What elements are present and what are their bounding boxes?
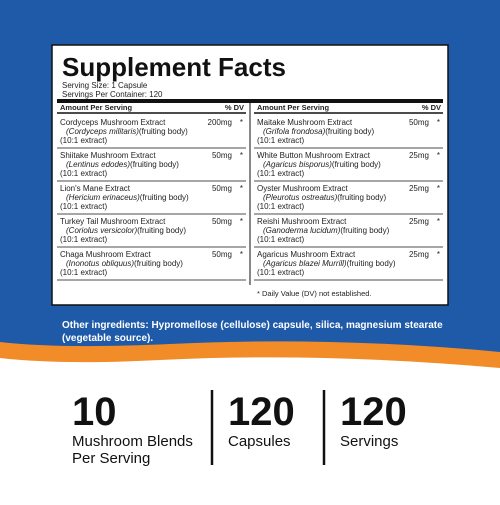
plant-part: (fruiting body) — [347, 259, 396, 268]
stat-value: 10 — [72, 390, 117, 434]
latin-name: (Agaricus bisporus) — [263, 160, 332, 169]
amount: 50mg — [212, 217, 232, 226]
ingredient-name: Lion's Mane Extract — [60, 184, 131, 193]
dv: * — [240, 151, 243, 160]
other-ingredients: (vegetable source). — [62, 333, 153, 344]
dv: * — [240, 184, 243, 193]
latin-name: (Coriolus versicolor) — [66, 226, 137, 235]
amount: 50mg — [409, 118, 429, 127]
servings-per-container: Servings Per Container: 120 — [62, 90, 163, 99]
ingredient-name: Chaga Mushroom Extract — [60, 250, 151, 259]
dv-heading: % DV — [422, 103, 441, 112]
latin-name: (Grifola frondosa) — [263, 127, 326, 136]
ingredient-name: Shiitake Mushroom Extract — [60, 151, 156, 160]
latin-name: (Pleurotus ostreatus) — [263, 193, 338, 202]
plant-part: (fruiting body) — [130, 160, 179, 169]
ingredient-latin: (Coriolus versicolor)(fruiting body) — [66, 226, 186, 235]
ingredient-latin: (Cordyceps militaris)(fruiting body) — [66, 127, 188, 136]
extract-ratio: (10:1 extract) — [60, 202, 107, 211]
ingredient-name: Reishi Mushroom Extract — [257, 217, 347, 226]
stat-label: Servings — [340, 433, 398, 450]
stat-value: 120 — [340, 390, 407, 434]
ingredient-latin: (Pleurotus ostreatus)(fruiting body) — [263, 193, 387, 202]
extract-ratio: (10:1 extract) — [60, 235, 107, 244]
extract-ratio: (10:1 extract) — [257, 136, 304, 145]
dv: * — [240, 118, 243, 127]
amount: 25mg — [409, 151, 429, 160]
plant-part: (fruiting body) — [337, 193, 386, 202]
extract-ratio: (10:1 extract) — [257, 169, 304, 178]
ingredient-latin: (Hericium erinaceus)(fruiting body) — [66, 193, 189, 202]
ingredient-name: White Button Mushroom Extract — [257, 151, 371, 160]
amount: 25mg — [409, 217, 429, 226]
latin-name: (Agaricus blazei Murrill) — [263, 259, 347, 268]
latin-name: (Cordyceps militaris) — [66, 127, 139, 136]
column-heading: Amount Per Serving — [60, 103, 133, 112]
amount: 25mg — [409, 250, 429, 259]
amount: 200mg — [208, 118, 232, 127]
dv: * — [437, 217, 440, 226]
plant-part: (fruiting body) — [137, 226, 186, 235]
amount: 50mg — [212, 151, 232, 160]
ingredient-name: Agaricus Mushroom Extract — [257, 250, 356, 259]
extract-ratio: (10:1 extract) — [257, 268, 304, 277]
ingredient-name: Oyster Mushroom Extract — [257, 184, 348, 193]
ingredient-latin: (Grifola frondosa)(fruiting body) — [263, 127, 374, 136]
extract-ratio: (10:1 extract) — [60, 169, 107, 178]
dv: * — [437, 118, 440, 127]
stat-label: Mushroom Blends — [72, 433, 193, 450]
latin-name: (Ganoderma lucidum) — [263, 226, 341, 235]
ingredient-latin: (Ganoderma lucidum)(fruiting body) — [263, 226, 390, 235]
extract-ratio: (10:1 extract) — [257, 235, 304, 244]
extract-ratio: (10:1 extract) — [60, 136, 107, 145]
dv: * — [437, 151, 440, 160]
extract-ratio: (10:1 extract) — [60, 268, 107, 277]
plant-part: (fruiting body) — [332, 160, 381, 169]
stat-label: Capsules — [228, 433, 291, 450]
dv-heading: % DV — [225, 103, 244, 112]
latin-name: (Inonotus obliquus) — [66, 259, 134, 268]
ingredient-latin: (Lentinus edodes)(fruiting body) — [66, 160, 179, 169]
thick-rule — [57, 99, 443, 103]
amount: 25mg — [409, 184, 429, 193]
dv: * — [437, 184, 440, 193]
plant-part: (fruiting body) — [340, 226, 389, 235]
column-heading: Amount Per Serving — [257, 103, 330, 112]
plant-part: (fruiting body) — [325, 127, 374, 136]
latin-name: (Lentinus edodes) — [66, 160, 130, 169]
ingredient-latin: (Agaricus blazei Murrill)(fruiting body) — [263, 259, 396, 268]
plant-part: (fruiting body) — [140, 193, 189, 202]
footnote: * Daily Value (DV) not established. — [257, 289, 372, 298]
stat-label: Per Serving — [72, 450, 150, 467]
ingredient-name: Cordyceps Mushroom Extract — [60, 118, 166, 127]
amount: 50mg — [212, 184, 232, 193]
other-ingredients: Other ingredients: Hypromellose (cellulo… — [62, 320, 443, 331]
ingredient-name: Turkey Tail Mushroom Extract — [60, 217, 166, 226]
dv: * — [240, 250, 243, 259]
plant-part: (fruiting body) — [134, 259, 183, 268]
ingredient-latin: (Inonotus obliquus)(fruiting body) — [66, 259, 183, 268]
facts-title: Supplement Facts — [62, 52, 286, 82]
ingredient-latin: (Agaricus bisporus)(fruiting body) — [263, 160, 381, 169]
extract-ratio: (10:1 extract) — [257, 202, 304, 211]
latin-name: (Hericium erinaceus) — [66, 193, 140, 202]
serving-size: Serving Size: 1 Capsule — [62, 81, 148, 90]
ingredient-name: Maitake Mushroom Extract — [257, 118, 353, 127]
plant-part: (fruiting body) — [139, 127, 188, 136]
stat-value: 120 — [228, 390, 295, 434]
dv: * — [240, 217, 243, 226]
dv: * — [437, 250, 440, 259]
amount: 50mg — [212, 250, 232, 259]
